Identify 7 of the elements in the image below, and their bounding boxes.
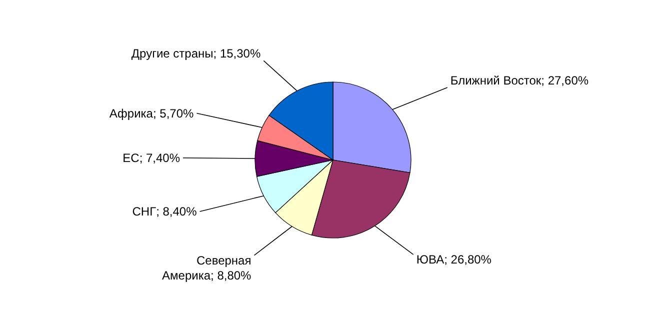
slice-label: Северная Америка; 8,80%: [162, 253, 252, 282]
slice-label: ЮВА; 26,80%: [416, 252, 492, 267]
slice-label: ЕС; 7,40%: [122, 150, 180, 165]
slice-label: Африка; 5,70%: [109, 106, 194, 120]
slice-label: Другие страны; 15,30%: [131, 46, 261, 61]
slice-label: СНГ; 8,40%: [132, 204, 198, 218]
slice-label: Ближний Восток; 27,60%: [450, 74, 589, 88]
